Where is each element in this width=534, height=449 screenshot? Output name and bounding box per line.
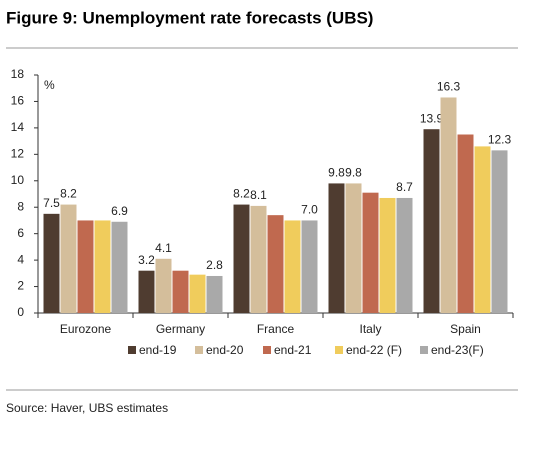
legend-label: end-22 (F) — [346, 343, 402, 357]
data-label: 8.2 — [233, 187, 250, 201]
x-tick-label: Germany — [156, 322, 205, 336]
bar — [111, 221, 128, 313]
legend-label: end-19 — [139, 343, 177, 357]
bar — [43, 213, 60, 313]
bar — [328, 183, 345, 313]
y-tick-label: 10 — [11, 173, 25, 187]
legend-label: end-23(F) — [431, 343, 484, 357]
bar — [60, 204, 77, 313]
bar — [491, 150, 508, 313]
bar — [172, 270, 189, 313]
data-label: 8.1 — [250, 188, 267, 202]
y-axis-label: % — [44, 78, 55, 92]
y-tick-label: 8 — [17, 199, 24, 213]
chart-title: Figure 9: Unemployment rate forecasts (U… — [6, 8, 373, 27]
bar — [440, 97, 457, 313]
source-note: Source: Haver, UBS estimates — [6, 401, 168, 415]
x-tick-label: Eurozone — [60, 322, 112, 336]
data-label: 9.8 — [345, 166, 362, 180]
y-tick-label: 4 — [17, 252, 24, 266]
bar — [94, 220, 111, 313]
y-tick-label: 2 — [17, 279, 24, 293]
data-label: 9.8 — [328, 166, 345, 180]
bar — [233, 204, 250, 313]
bar — [155, 258, 172, 313]
bar — [457, 134, 474, 313]
bar — [474, 146, 491, 313]
bar — [379, 197, 396, 313]
bar — [396, 197, 413, 313]
y-tick-label: 14 — [11, 120, 25, 134]
bar — [345, 183, 362, 313]
data-label: 7.5 — [43, 196, 60, 210]
data-label: 13.9 — [420, 111, 444, 125]
bar — [189, 274, 206, 313]
data-label: 4.1 — [155, 241, 172, 255]
legend-swatch — [195, 346, 203, 354]
bar — [77, 220, 94, 313]
data-label: 2.8 — [206, 258, 223, 272]
y-tick-label: 12 — [11, 147, 25, 161]
bar — [250, 205, 267, 313]
data-label: 12.3 — [488, 133, 512, 147]
bar — [301, 220, 318, 313]
legend-label: end-20 — [206, 343, 244, 357]
data-label: 8.2 — [60, 187, 77, 201]
legend-swatch — [335, 346, 343, 354]
data-label: 3.2 — [138, 253, 155, 267]
y-tick-label: 6 — [17, 226, 24, 240]
bar — [284, 220, 301, 313]
data-label: 8.7 — [396, 180, 413, 194]
bar — [423, 129, 440, 313]
x-tick-label: Spain — [450, 322, 481, 336]
data-label: 7.0 — [301, 203, 318, 217]
bar — [206, 275, 223, 313]
bar — [138, 270, 155, 313]
x-tick-label: Italy — [359, 322, 381, 336]
bar — [267, 215, 284, 313]
y-tick-label: 18 — [11, 67, 25, 81]
legend-swatch — [128, 346, 136, 354]
legend-label: end-21 — [274, 343, 312, 357]
data-label: 6.9 — [111, 204, 128, 218]
legend-swatch — [420, 346, 428, 354]
y-tick-label: 0 — [17, 305, 24, 319]
data-label: 16.3 — [437, 80, 461, 94]
x-tick-label: France — [257, 322, 295, 336]
y-tick-label: 16 — [11, 94, 25, 108]
legend-swatch — [263, 346, 271, 354]
bar — [362, 192, 379, 313]
